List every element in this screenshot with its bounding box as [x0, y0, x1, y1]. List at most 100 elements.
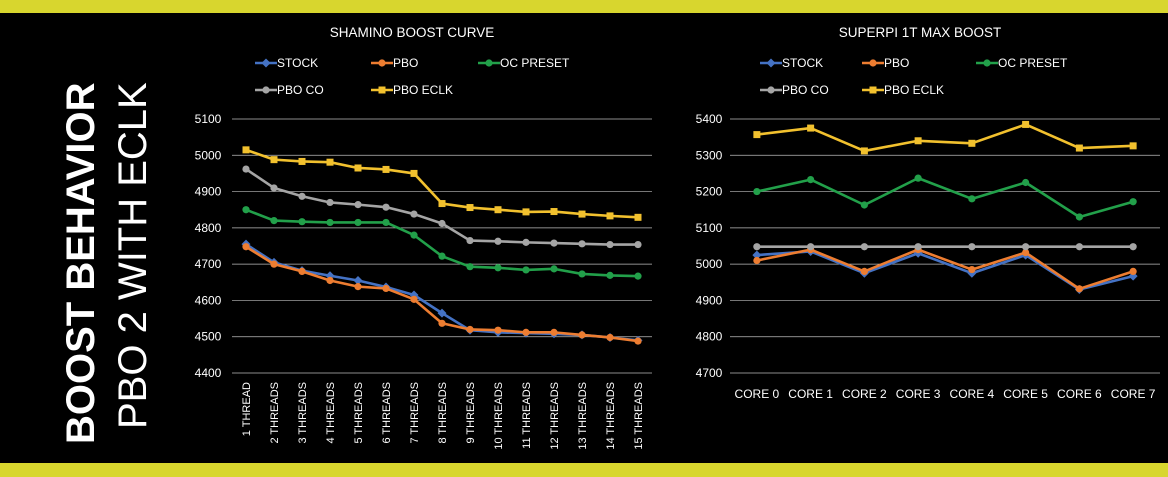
x-tick-label: 8 THREADS — [437, 382, 449, 444]
data-point — [494, 237, 502, 245]
legend-label: PBO CO — [277, 83, 324, 97]
data-point — [550, 208, 558, 216]
legend-label: OC PRESET — [500, 56, 570, 70]
series-pbo — [753, 246, 1137, 293]
data-point — [438, 319, 446, 327]
data-point — [353, 275, 363, 285]
data-point — [494, 264, 502, 272]
chart-title: SHAMINO BOOST CURVE — [330, 25, 495, 40]
data-point — [354, 164, 362, 172]
data-point — [522, 266, 530, 274]
legend-marker — [869, 86, 877, 94]
legend-label: PBO CO — [782, 83, 829, 97]
data-point — [382, 165, 390, 173]
data-point — [270, 217, 278, 225]
data-point — [466, 325, 474, 334]
data-point — [807, 124, 815, 132]
data-point — [914, 174, 922, 182]
y-tick-label: 5300 — [696, 148, 723, 162]
top-accent-band — [0, 0, 1168, 13]
x-tick-label: 13 THREADS — [577, 382, 589, 450]
x-tick-label: CORE 6 — [1057, 387, 1102, 401]
data-point — [753, 187, 761, 196]
data-point — [968, 139, 976, 147]
y-tick-label: 5000 — [696, 257, 723, 271]
data-point — [382, 203, 390, 211]
data-point — [326, 276, 334, 285]
data-point — [606, 333, 614, 342]
data-point — [522, 208, 530, 216]
data-point — [326, 158, 334, 166]
x-tick-label: CORE 2 — [842, 387, 887, 401]
bottom-accent-band — [0, 463, 1168, 477]
data-point — [270, 260, 278, 268]
x-tick-label: CORE 4 — [950, 387, 995, 401]
series-pbo — [242, 243, 642, 345]
legend-marker — [767, 86, 775, 94]
data-point — [860, 201, 868, 209]
legend-marker — [261, 58, 271, 68]
data-point — [968, 265, 976, 274]
data-point — [1022, 120, 1030, 128]
y-tick-label: 4600 — [195, 293, 222, 307]
y-tick-label: 4900 — [696, 293, 723, 307]
legend-marker — [378, 86, 386, 94]
data-point — [634, 240, 642, 249]
data-point — [298, 267, 306, 275]
data-point — [1129, 267, 1137, 275]
data-point — [914, 243, 922, 251]
data-point — [466, 204, 474, 212]
data-point — [550, 265, 558, 273]
data-point — [326, 218, 334, 227]
data-point — [354, 283, 362, 291]
data-point — [522, 238, 530, 246]
series-pbo-co — [753, 243, 1137, 251]
data-point — [437, 308, 447, 318]
legend: STOCK PBO OC PRESET PBO CO PBO ECLK — [760, 56, 1068, 97]
data-point — [1075, 285, 1083, 293]
data-point — [270, 184, 278, 192]
data-point — [270, 156, 278, 164]
x-tick-label: CORE 1 — [788, 387, 833, 401]
legend-label: STOCK — [277, 56, 318, 70]
x-tick-label: 12 THREADS — [549, 382, 561, 450]
series-line — [756, 248, 1134, 291]
side-title: BOOST BEHAVIOR PBO 2 WITH ECLK — [59, 82, 155, 444]
x-tick-label: 5 THREADS — [353, 382, 365, 444]
chart-1: SHAMINO BOOST CURVE 5100 5000 4900 4800 4700 4… — [195, 25, 652, 450]
x-tick-label: 6 THREADS — [381, 382, 393, 444]
data-point — [494, 206, 502, 214]
data-point — [807, 243, 815, 251]
data-point — [242, 243, 250, 251]
x-tick-label: 1 THREAD — [241, 382, 253, 436]
data-point — [354, 218, 362, 227]
data-point — [438, 252, 446, 260]
data-point — [578, 331, 586, 339]
legend-label: PBO ECLK — [393, 83, 453, 97]
x-tick-label: 10 THREADS — [493, 382, 505, 450]
chart-2: SUPERPI 1T MAX BOOST 5400 5300 5200 5100 5000… — [696, 25, 1160, 401]
x-tick-label: 4 THREADS — [325, 382, 337, 444]
side-title-line2: PBO 2 WITH ECLK — [111, 82, 155, 429]
legend-marker — [485, 59, 493, 67]
y-tick-label: 5400 — [696, 112, 723, 126]
legend-marker — [766, 58, 776, 68]
data-point — [753, 256, 761, 265]
data-point — [1022, 178, 1030, 187]
side-title-line1: BOOST BEHAVIOR — [59, 82, 103, 444]
data-point — [550, 239, 558, 247]
y-tick-label: 5000 — [195, 148, 222, 162]
series-line — [756, 123, 1134, 153]
x-tick-label: 9 THREADS — [465, 382, 477, 444]
data-point — [753, 131, 761, 139]
data-point — [968, 195, 976, 203]
data-point — [494, 326, 502, 334]
data-point — [606, 212, 614, 220]
data-point — [326, 198, 334, 207]
y-tick-label: 5100 — [696, 221, 723, 235]
data-point — [242, 146, 250, 154]
data-point — [752, 250, 762, 260]
data-point — [550, 328, 558, 336]
x-tick-label: CORE 0 — [735, 387, 780, 401]
legend: STOCK PBO OC PRESET PBO CO PBO ECLK — [255, 56, 570, 97]
